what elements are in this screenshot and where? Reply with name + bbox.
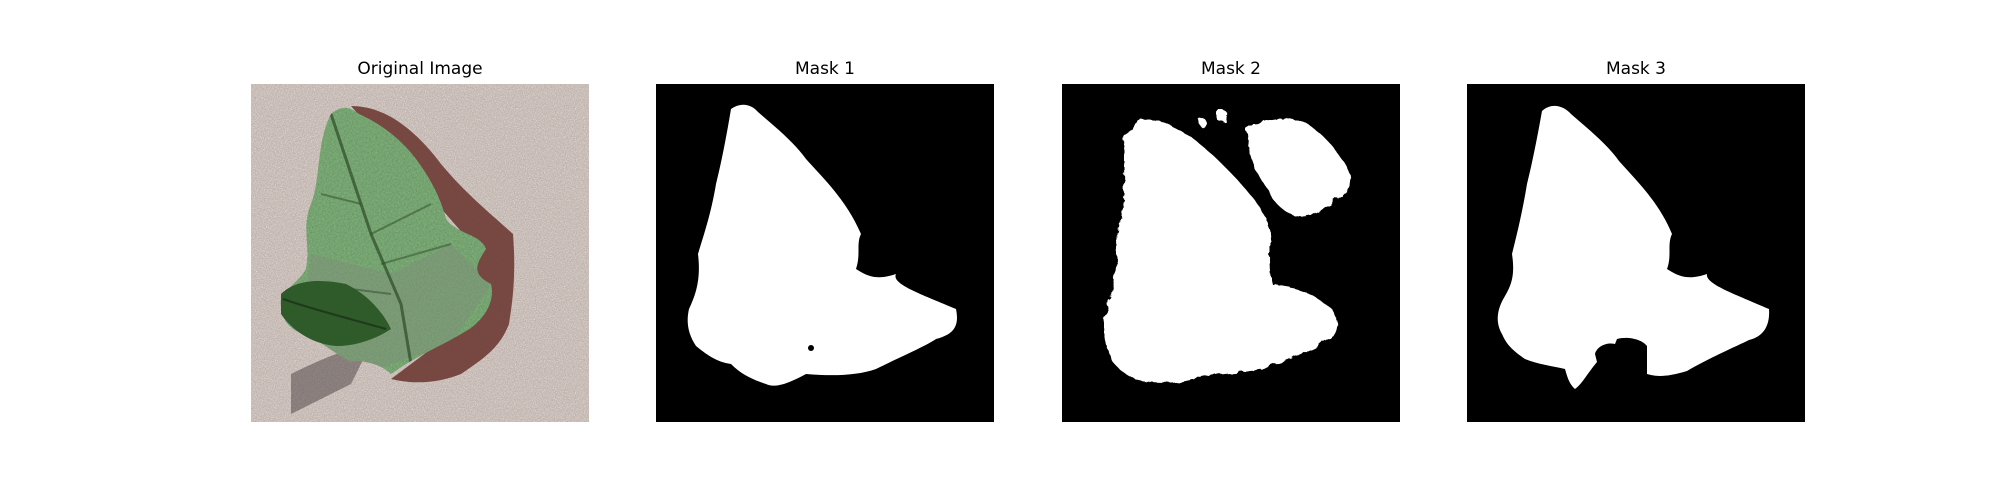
mask-3-shape [1467, 84, 1805, 422]
mask-2-title: Mask 2 [1200, 59, 1261, 79]
mask-2 [1062, 84, 1400, 422]
mask-3 [1467, 84, 1805, 422]
mask-2-shape [1062, 84, 1400, 422]
original-image-title: Original Image [357, 59, 483, 79]
mask-1 [656, 84, 994, 422]
mask-3-title: Mask 3 [1605, 59, 1666, 79]
mask-1-shape [656, 84, 994, 422]
mask-1-title: Mask 1 [794, 59, 855, 79]
original-image [251, 84, 589, 422]
leaf-photo [251, 84, 589, 422]
